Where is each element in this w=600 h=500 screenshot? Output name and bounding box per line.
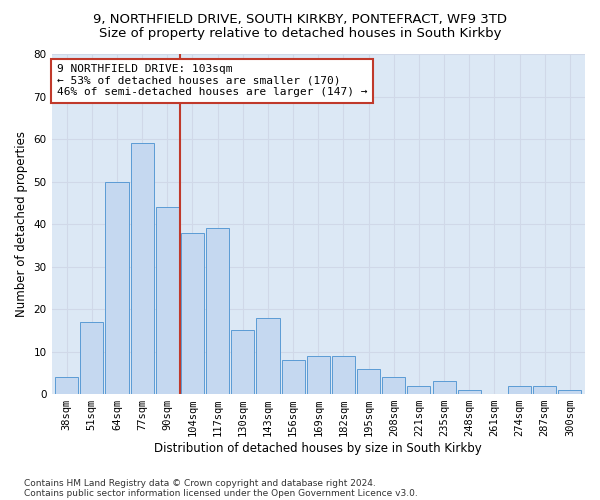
- Bar: [559, 390, 581, 394]
- Bar: [131, 144, 154, 394]
- Bar: [458, 390, 481, 394]
- Text: Contains public sector information licensed under the Open Government Licence v3: Contains public sector information licen…: [24, 488, 418, 498]
- Bar: [206, 228, 229, 394]
- Bar: [181, 232, 204, 394]
- X-axis label: Distribution of detached houses by size in South Kirkby: Distribution of detached houses by size …: [154, 442, 482, 455]
- Bar: [55, 377, 78, 394]
- Bar: [407, 386, 430, 394]
- Bar: [382, 377, 406, 394]
- Bar: [256, 318, 280, 394]
- Bar: [106, 182, 128, 394]
- Bar: [357, 368, 380, 394]
- Y-axis label: Number of detached properties: Number of detached properties: [15, 131, 28, 317]
- Bar: [80, 322, 103, 394]
- Bar: [281, 360, 305, 394]
- Text: 9 NORTHFIELD DRIVE: 103sqm
← 53% of detached houses are smaller (170)
46% of sem: 9 NORTHFIELD DRIVE: 103sqm ← 53% of deta…: [57, 64, 367, 98]
- Bar: [508, 386, 531, 394]
- Bar: [332, 356, 355, 394]
- Text: Size of property relative to detached houses in South Kirkby: Size of property relative to detached ho…: [99, 28, 501, 40]
- Text: 9, NORTHFIELD DRIVE, SOUTH KIRKBY, PONTEFRACT, WF9 3TD: 9, NORTHFIELD DRIVE, SOUTH KIRKBY, PONTE…: [93, 12, 507, 26]
- Bar: [533, 386, 556, 394]
- Bar: [433, 382, 455, 394]
- Bar: [231, 330, 254, 394]
- Text: Contains HM Land Registry data © Crown copyright and database right 2024.: Contains HM Land Registry data © Crown c…: [24, 478, 376, 488]
- Bar: [307, 356, 330, 394]
- Bar: [156, 207, 179, 394]
